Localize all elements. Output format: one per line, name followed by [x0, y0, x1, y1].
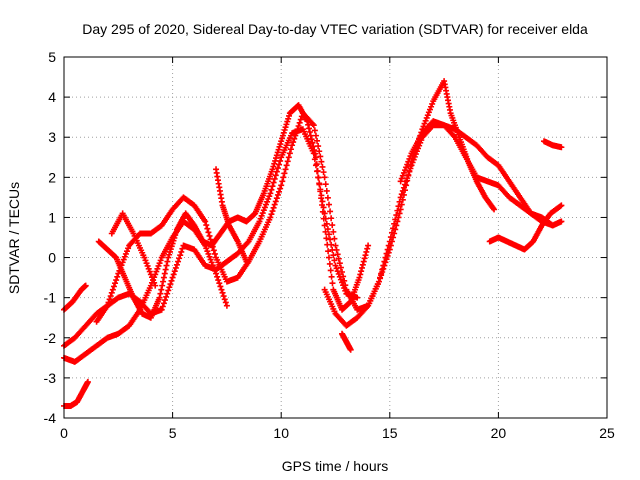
chart-title: Day 295 of 2020, Sidereal Day-to-day VTE…	[82, 21, 588, 37]
data-point-markers	[486, 202, 565, 253]
series-arc-8	[321, 78, 498, 329]
series-arc-12	[213, 166, 250, 265]
x-tick-label: 25	[599, 425, 615, 441]
data-point-markers	[213, 166, 250, 265]
series-arc-5	[95, 102, 372, 321]
x-tick-label: 20	[491, 425, 507, 441]
x-tick-label: 5	[169, 425, 177, 441]
y-tick-label: -3	[44, 370, 57, 386]
x-tick-label: 15	[382, 425, 398, 441]
y-tick-label: 4	[48, 89, 56, 105]
y-tick-label: -2	[44, 330, 57, 346]
data-point-markers	[321, 78, 498, 329]
x-tick-label: 0	[60, 425, 68, 441]
data-point-markers	[541, 138, 565, 151]
y-tick-label: 3	[48, 129, 56, 145]
y-tick-label: 1	[48, 209, 56, 225]
series-arc-10	[486, 202, 565, 253]
data-marks	[61, 78, 565, 409]
y-axis-label: SDTVAR / TECUs	[6, 182, 22, 294]
plot-frame	[63, 56, 608, 419]
y-tick-label: -1	[44, 290, 57, 306]
y-tick-label: 0	[48, 250, 56, 266]
x-axis-label: GPS time / hours	[282, 458, 389, 474]
series-arc-13	[339, 330, 354, 353]
y-tick-label: 2	[48, 169, 56, 185]
x-tick-label: 10	[273, 425, 289, 441]
data-point-markers	[108, 210, 159, 289]
data-point-markers	[95, 102, 372, 321]
grid-lines	[64, 57, 607, 418]
series-arc-11	[541, 138, 565, 151]
y-tick-label: -4	[44, 410, 57, 426]
series-arc-7	[108, 210, 159, 289]
y-tick-label: 5	[48, 49, 56, 65]
data-point-markers	[339, 330, 354, 353]
